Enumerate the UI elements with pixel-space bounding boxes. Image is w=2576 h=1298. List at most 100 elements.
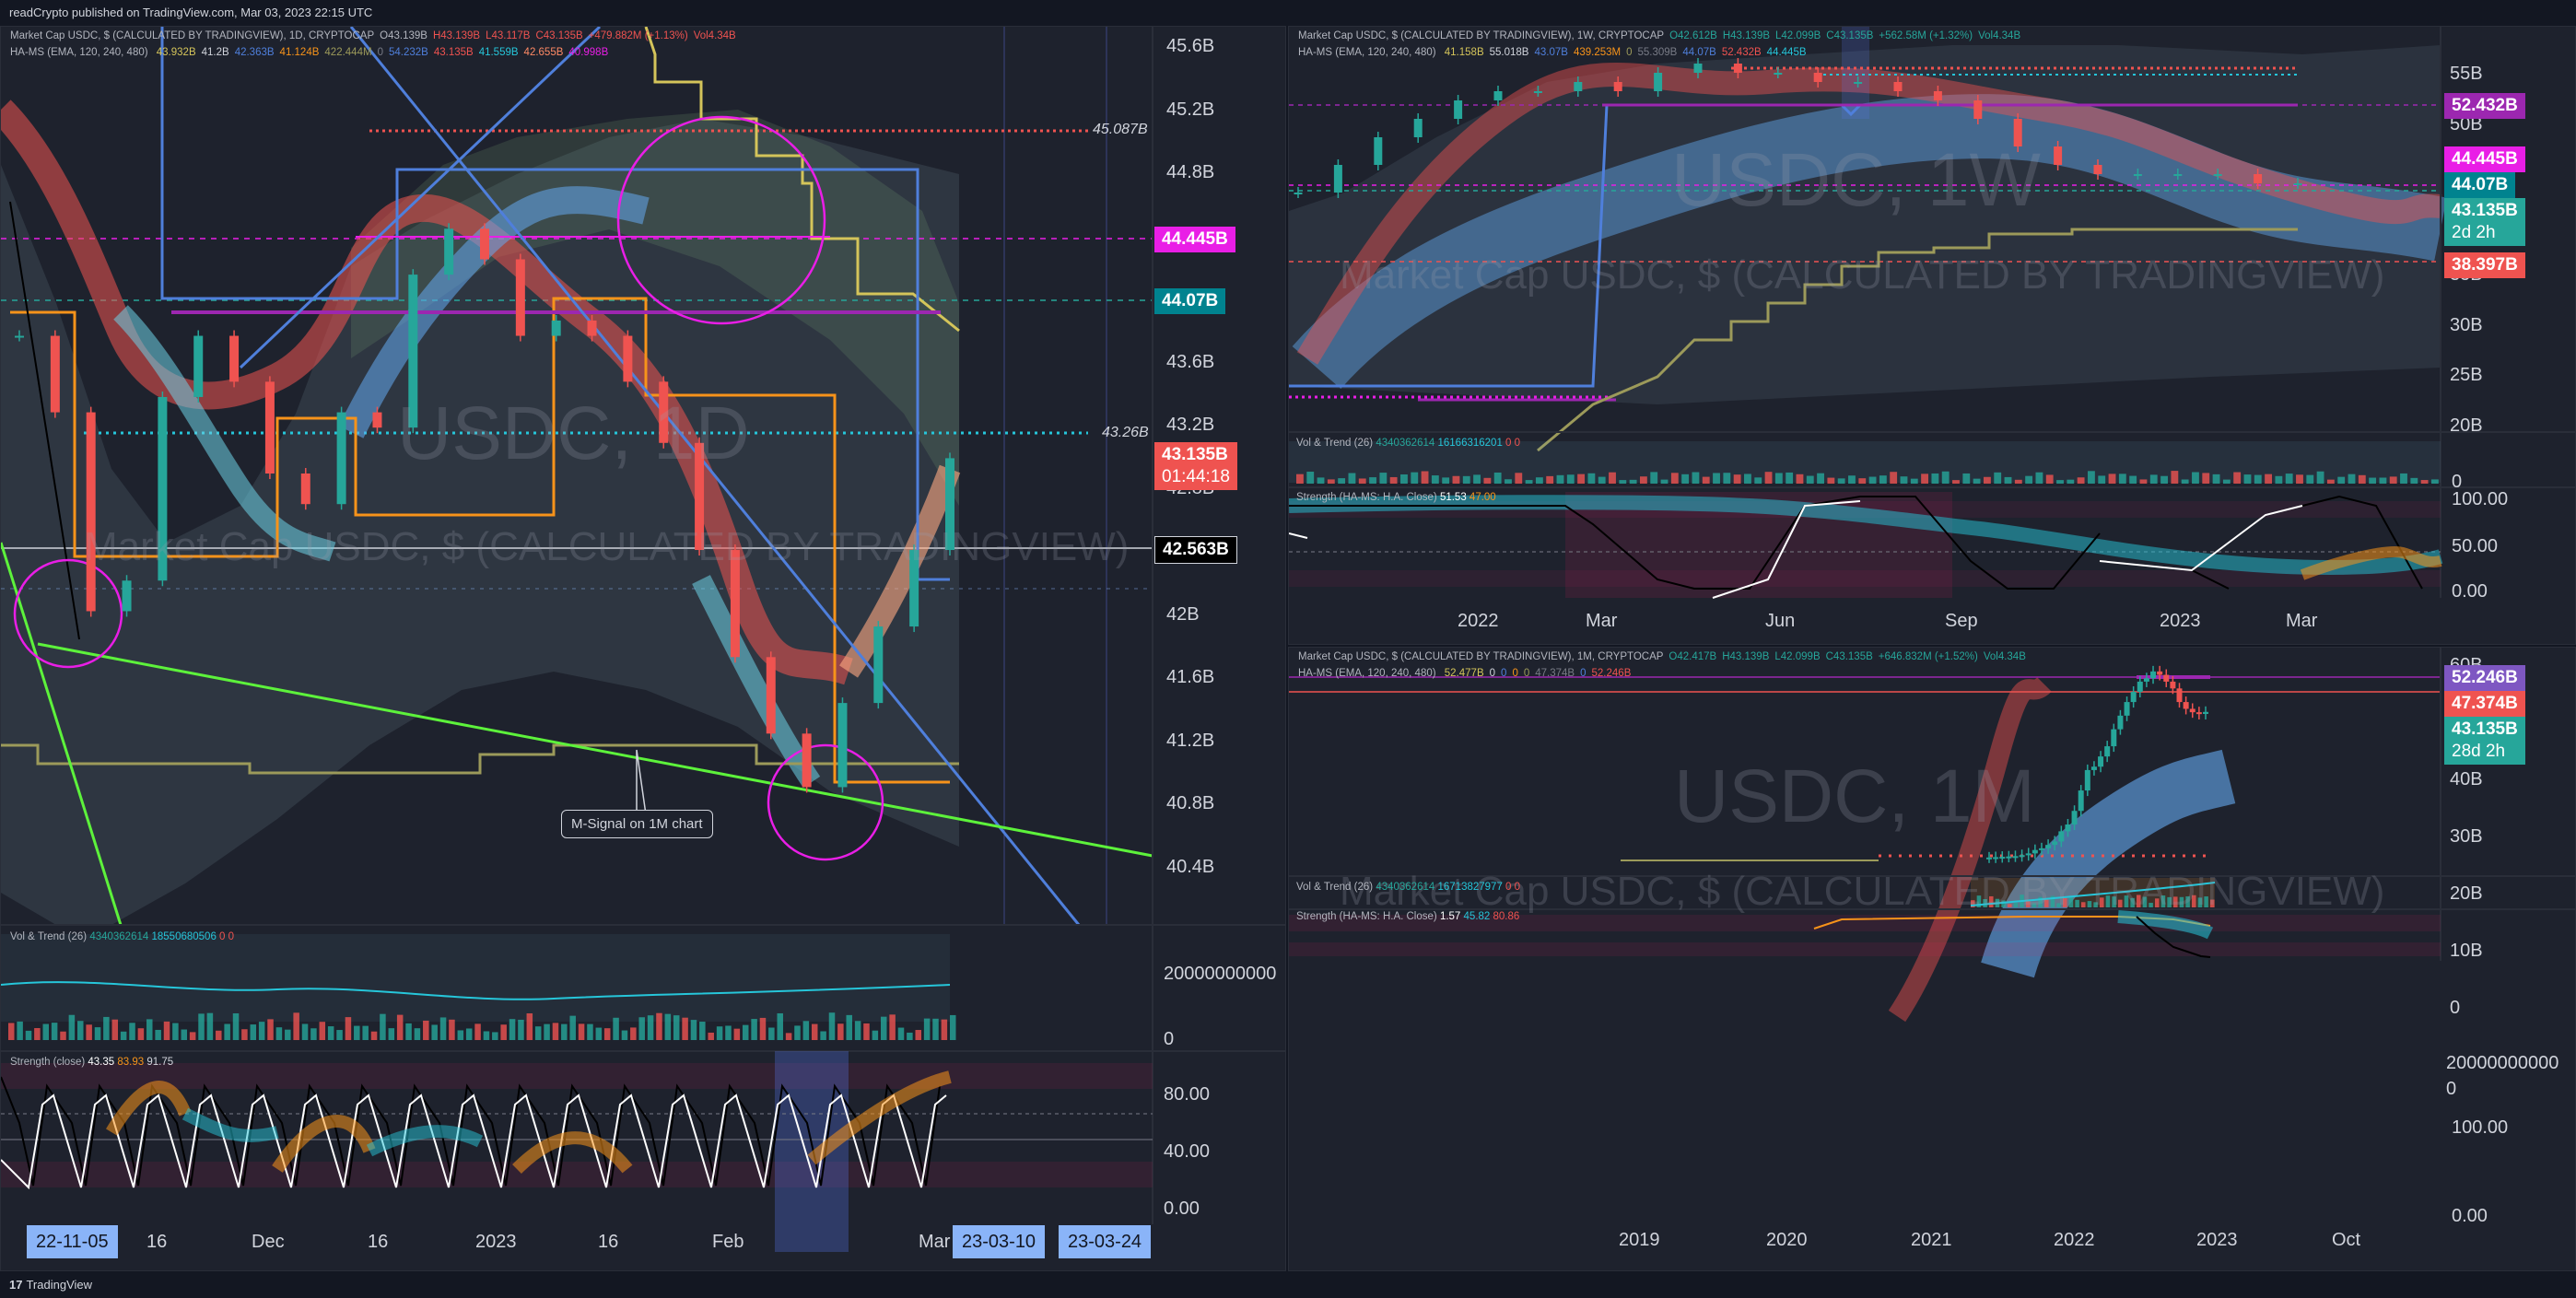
volume-bar <box>258 1022 265 1040</box>
weekly-ema-red-band <box>1296 62 2442 365</box>
volume-bar <box>1348 473 1356 484</box>
daily-circle-3 <box>767 743 884 861</box>
volume-bar <box>863 1023 870 1040</box>
daily-vol-bars <box>8 1012 956 1040</box>
candle-body <box>551 320 561 336</box>
volume-bar <box>1577 474 1586 484</box>
daily-strength-title: Strength (close) <box>10 1057 86 1068</box>
candle-body <box>2078 790 2084 812</box>
daily-orange-step <box>10 297 950 784</box>
monthly-vol-label: Vol & Trend (26) 4340362614 16713827977 … <box>1296 882 1520 893</box>
volume-bar <box>2032 903 2037 907</box>
weekly-badge-teal: 44.07B <box>2444 172 2516 198</box>
daily-olive-step <box>1 743 959 775</box>
daily-watermark-small: Market Cap USDC, $ (CALCULATED BY TRADIN… <box>84 524 1130 569</box>
daily-note-callout[interactable]: M-Signal on 1M chart <box>561 810 713 838</box>
candle-body <box>2025 853 2032 856</box>
volume-bar <box>405 1023 412 1040</box>
volume-bar <box>2077 477 2085 484</box>
candle-body <box>1693 64 1703 73</box>
volume-bar <box>1296 474 1304 484</box>
candle-body <box>15 335 24 338</box>
daily-indicator-header: HA-MS (EMA, 120, 240, 480) 43.932B 41.2B 4… <box>10 47 614 58</box>
volume-bar <box>2173 896 2178 907</box>
candle-body <box>2104 746 2111 757</box>
volume-bar <box>1587 473 1596 484</box>
y-tick-label: 10B <box>2450 941 2483 961</box>
volume-bar <box>2045 474 2054 484</box>
daily-strength-top-band <box>1 1063 1153 1089</box>
weekly-chart-canvas[interactable] <box>1289 27 2576 645</box>
daily-chart-canvas[interactable] <box>1 27 1286 1271</box>
pane_weekly-indicator-value: 55.309B <box>1637 47 1678 58</box>
tradingview-footer-text[interactable]: TradingView <box>26 1278 93 1292</box>
pane_monthly-indicator-value: 0 <box>1489 668 1496 679</box>
daily-level-label-1: 45.087B <box>1093 122 1148 137</box>
volume-bar <box>51 1023 58 1040</box>
volume-bar <box>638 1017 645 1040</box>
candle-body <box>2189 708 2195 713</box>
weekly-chart-pane[interactable]: Market Cap USDC, $ (CALCULATED BY TRADIN… <box>1288 26 2576 645</box>
candle-body <box>1893 82 1903 91</box>
volume-bar <box>2265 474 2272 484</box>
volume-bar <box>1379 473 1388 484</box>
volume-bar <box>2025 475 2033 484</box>
daily-vol-v2: 18550680506 <box>151 931 217 942</box>
candle-body <box>1933 91 1942 100</box>
volume-bar <box>275 1027 283 1040</box>
pane_daily-indicator-value: 43.932B <box>156 47 196 58</box>
pane_weekly-indicator-value: 52.432B <box>1721 47 1762 58</box>
daily-badge-magenta: 44.445B <box>1154 227 1235 252</box>
candle-body <box>50 335 60 413</box>
pane_weekly-indicator-value: 41.158B <box>1444 47 1484 58</box>
candle-body <box>336 412 346 505</box>
daily-symbol: Market Cap USDC, $ (CALCULATED BY TRADIN… <box>10 30 375 41</box>
volume-bar <box>1546 475 1554 484</box>
volume-bar <box>1962 473 1971 484</box>
volume-bar <box>500 1024 507 1040</box>
pane_weekly-indicator-value: 439.253M <box>1573 47 1622 58</box>
daily-ema-blue-band <box>338 186 650 439</box>
volume-bar <box>897 1027 905 1040</box>
volume-bar <box>129 1023 135 1040</box>
volume-bar <box>2063 897 2067 907</box>
weekly-strength-cyan <box>1289 495 2443 575</box>
x-tick-label: 2019 <box>1619 1230 1660 1250</box>
monthly-badge-price: 43.135B 28d 2h <box>2444 717 2525 765</box>
candle-body <box>515 259 525 336</box>
monthly-strength-v3: 80.86 <box>1493 911 1520 922</box>
volume-bar <box>2130 897 2135 907</box>
daily-strength-v1: 43.35 <box>88 1057 115 1068</box>
volume-bar <box>181 1029 188 1040</box>
monthly-vol-tick-1: 0 <box>2446 1079 2457 1099</box>
volume-bar <box>2013 902 2019 907</box>
pane_monthly-indicator-value: 52.477B <box>1444 668 1484 679</box>
volume-bar <box>2316 471 2324 484</box>
y-tick-label: 30B <box>2450 826 2483 847</box>
candle-body <box>229 335 240 382</box>
volume-bar <box>77 1021 84 1040</box>
monthly-chart-canvas[interactable] <box>1289 648 2576 1271</box>
volume-bar <box>189 1032 196 1040</box>
candle-body <box>2173 174 2183 176</box>
monthly-watermark-small: Market Cap USDC, $ (CALCULATED BY TRADIN… <box>1340 869 2385 914</box>
candle-body <box>300 474 310 505</box>
weekly-badge-price: 43.135B 2d 2h <box>2444 198 2525 246</box>
y-tick-label: 40B <box>2450 769 2483 789</box>
volume-bar <box>1598 476 1606 484</box>
weekly-vol-v4: 0 <box>1514 438 1521 449</box>
volume-bar <box>785 1033 792 1040</box>
volume-bar <box>2149 474 2158 484</box>
volume-bar <box>25 1030 32 1040</box>
pane_weekly-indicator-value: 0 <box>1626 47 1633 58</box>
volume-bar <box>336 1030 343 1040</box>
daily-chart-pane[interactable]: Market Cap USDC, $ (CALCULATED BY TRADIN… <box>0 26 1286 1271</box>
y-tick-label: 25B <box>2450 365 2483 385</box>
candle-body <box>1374 137 1383 165</box>
volume-bar <box>1973 478 1981 484</box>
monthly-chart-pane[interactable]: Market Cap USDC, $ (CALCULATED BY TRADIN… <box>1288 647 2576 1271</box>
volume-bar <box>2167 896 2172 907</box>
pane_monthly-indicator-value: 0 <box>1523 668 1530 679</box>
weekly-vol-v3: 0 <box>1505 438 1512 449</box>
daily-strength-v2: 83.93 <box>117 1057 145 1068</box>
